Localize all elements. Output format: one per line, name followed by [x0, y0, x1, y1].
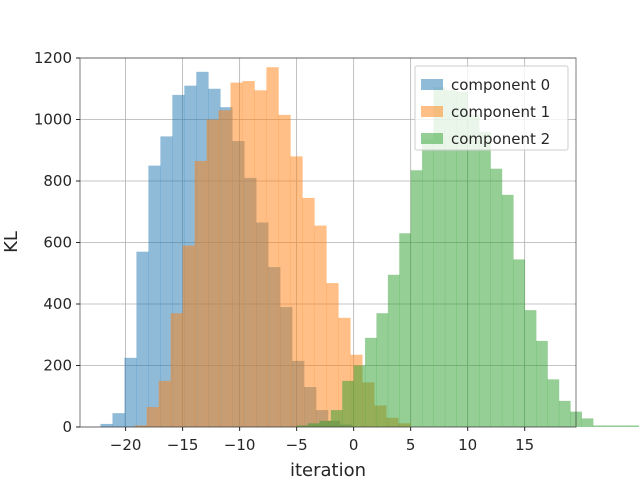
histogram-bar: [615, 425, 628, 427]
x-tick-label: 5: [406, 436, 416, 454]
x-tick-label: −20: [110, 436, 142, 454]
axis-ticks: −20 −15 −10 −5 0 5 10 15 0 200 400 600 800 1000 1200: [34, 49, 534, 454]
histogram-bar: [627, 425, 640, 427]
histogram-bar: [365, 337, 377, 427]
histogram-bar: [266, 67, 279, 427]
histogram-bar: [296, 425, 309, 427]
x-axis-label: iteration: [290, 460, 366, 480]
histogram-bar: [160, 136, 173, 427]
histogram-bar: [433, 87, 446, 428]
x-tick-label: −15: [167, 436, 199, 454]
histogram-bar: [547, 379, 560, 427]
histogram-bar: [524, 310, 537, 427]
histogram-bar: [399, 233, 411, 427]
histogram-bar: [330, 410, 343, 427]
histogram-bar: [536, 340, 548, 427]
histogram-bar: [456, 91, 468, 427]
legend-box: [414, 65, 569, 151]
histogram-bar: [593, 425, 605, 427]
histogram-bar: [467, 114, 480, 427]
y-tick-label: 400: [43, 295, 72, 313]
histogram-bar: [308, 423, 320, 427]
y-tick-label: 800: [43, 172, 72, 190]
histogram-bar: [314, 225, 327, 427]
x-tick-label: −10: [224, 436, 256, 454]
histogram-bar: [376, 313, 389, 427]
histogram-bar: [558, 400, 571, 427]
histogram-bar: [290, 156, 303, 427]
histogram-bar: [134, 425, 148, 427]
histogram-bar: [230, 82, 243, 427]
histogram-bar: [422, 139, 434, 428]
histogram-bar: [254, 90, 267, 427]
y-tick-label: 600: [43, 234, 72, 252]
legend-label: component 1: [451, 103, 550, 121]
legend-label: component 0: [451, 76, 550, 94]
histogram-bar: [148, 165, 161, 427]
histogram-bar: [513, 259, 525, 427]
histogram-bar: [387, 274, 400, 427]
histogram-bar: [444, 90, 457, 427]
legend-swatch: [421, 106, 443, 117]
x-tick-label: −5: [286, 436, 308, 454]
histogram-bars: [100, 67, 640, 428]
y-axis-label: KL: [1, 231, 22, 253]
histogram-bar: [490, 168, 503, 427]
histogram-bar: [410, 170, 423, 428]
histogram-bar: [319, 420, 332, 427]
histogram-bar: [206, 119, 219, 427]
histogram-bar: [170, 313, 183, 427]
histogram-bar: [604, 425, 617, 427]
histogram-bar: [112, 413, 125, 427]
histogram-bar: [124, 357, 137, 427]
histogram-bar: [302, 197, 315, 427]
histogram-bar: [326, 283, 339, 427]
histogram-bar: [479, 131, 491, 428]
legend-swatch: [421, 133, 443, 144]
histogram-bar: [353, 365, 366, 427]
x-tick-label: 10: [458, 436, 477, 454]
histogram-bar: [242, 81, 255, 427]
y-tick-label: 200: [43, 357, 72, 375]
histogram-bar: [158, 380, 171, 427]
histogram-bar: [218, 110, 231, 428]
histogram-bar: [581, 418, 594, 427]
legend: component 0 component 1 component 2: [414, 65, 569, 151]
y-tick-label: 0: [62, 418, 72, 436]
histogram-bar: [146, 407, 159, 427]
y-tick-label: 1200: [34, 49, 72, 67]
histogram-bar: [100, 423, 113, 427]
y-tick-label: 1000: [34, 111, 72, 129]
histogram-bar: [182, 245, 195, 427]
legend-swatch: [421, 79, 443, 90]
series-2-bars: [296, 87, 640, 428]
histogram-bar: [194, 161, 207, 427]
histogram-bar: [136, 251, 149, 427]
histogram-bar: [501, 194, 514, 427]
histogram-bar: [342, 380, 354, 427]
x-tick-label: 0: [349, 436, 359, 454]
legend-label: component 2: [451, 130, 550, 148]
x-tick-label: 15: [515, 436, 534, 454]
histogram-bar: [278, 114, 291, 427]
